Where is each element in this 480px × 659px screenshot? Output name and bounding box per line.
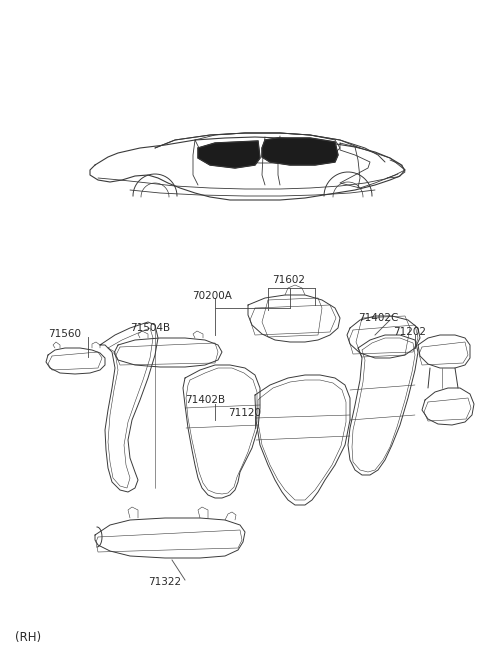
Text: (RH): (RH)	[15, 631, 41, 645]
Polygon shape	[198, 141, 260, 168]
Text: 71322: 71322	[148, 577, 181, 587]
Text: 71120: 71120	[228, 408, 261, 418]
Text: 70200A: 70200A	[192, 291, 232, 301]
Text: 71560: 71560	[48, 329, 81, 339]
Text: 71602: 71602	[272, 275, 305, 285]
Text: 71402B: 71402B	[185, 395, 225, 405]
Text: 71202: 71202	[393, 327, 426, 337]
Polygon shape	[262, 138, 338, 165]
Text: 71402C: 71402C	[358, 313, 398, 323]
Text: 71504B: 71504B	[130, 323, 170, 333]
